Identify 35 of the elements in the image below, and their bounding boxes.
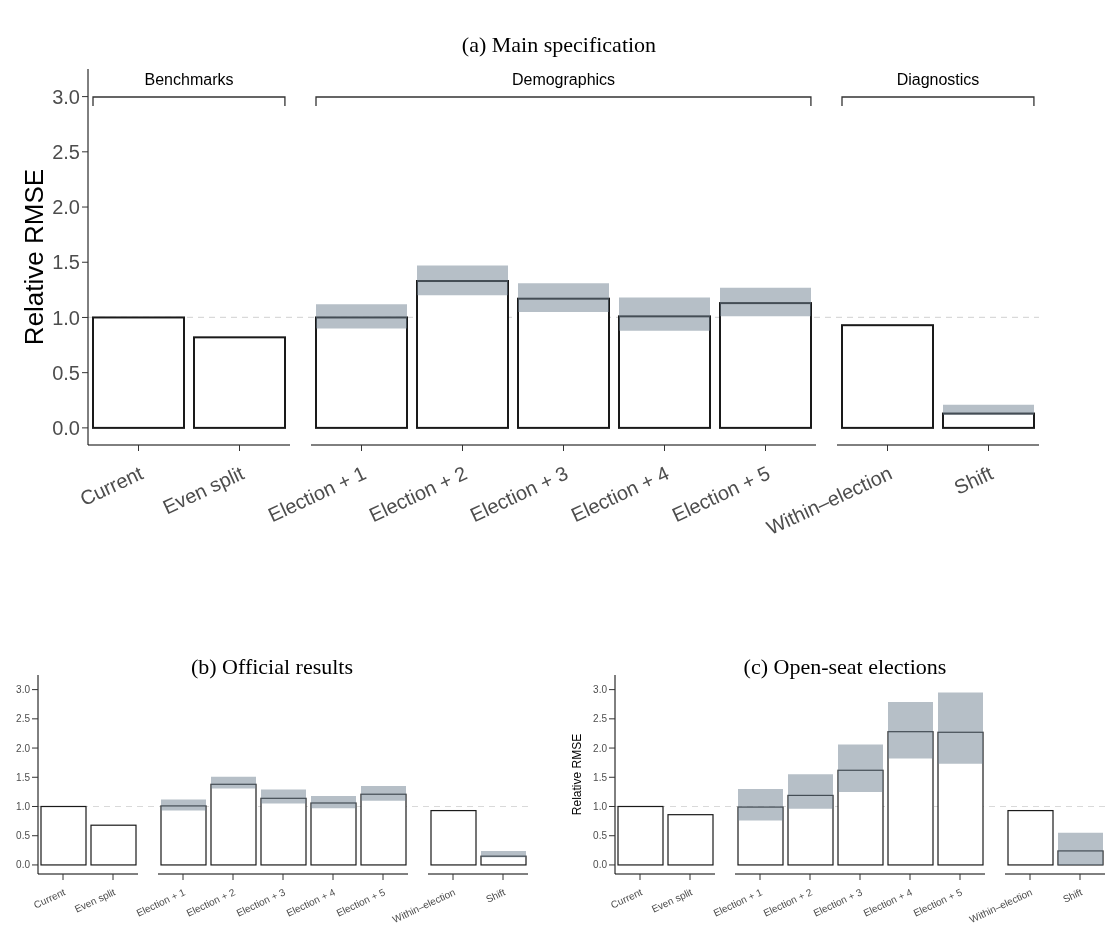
chart-title: (c) Open-seat elections: [742, 654, 948, 680]
annotation: Diagnostics: [895, 71, 981, 89]
x-tick-label: Even split: [72, 886, 118, 915]
y-tick-label: 3.0: [16, 684, 31, 696]
y-tick-label: 2.0: [593, 742, 608, 754]
y-tick-label: 0.5: [52, 361, 80, 384]
y-tick-label: 1.0: [52, 306, 80, 329]
y-tick-label: 1.5: [16, 771, 31, 783]
annotation: Benchmarks: [143, 71, 235, 89]
x-tick-label: Even split: [159, 461, 248, 519]
y-tick-label: 0.0: [16, 859, 31, 871]
x-tick-label: Shift: [950, 461, 997, 499]
y-tick-label: 2.0: [16, 742, 31, 754]
y-tick-label: 1.0: [593, 801, 608, 813]
y-axis-title: Relative RMSE: [570, 733, 585, 816]
y-tick-label: 0.5: [16, 830, 31, 842]
annotation: Demographics: [510, 71, 617, 89]
chart-title: (a) Main specification: [460, 32, 658, 58]
chart-title: (b) Official results: [189, 654, 355, 680]
y-tick-label: 1.0: [16, 801, 31, 813]
y-tick-label: 0.0: [593, 859, 608, 871]
y-tick-label: 2.5: [16, 713, 31, 725]
y-tick-label: 0.0: [52, 416, 80, 439]
y-tick-label: 2.5: [593, 713, 608, 725]
y-tick-label: 2.5: [52, 140, 80, 163]
y-tick-label: 3.0: [52, 85, 80, 108]
y-tick-label: 2.0: [52, 196, 80, 219]
y-axis-title: Relative RMSE: [19, 168, 50, 346]
y-tick-label: 1.5: [52, 251, 80, 274]
y-tick-label: 3.0: [593, 684, 608, 696]
x-tick-label: Even split: [649, 886, 695, 915]
x-tick-label: Shift: [484, 886, 508, 905]
y-tick-label: 0.5: [593, 830, 608, 842]
y-tick-label: 1.5: [593, 771, 608, 783]
x-tick-label: Shift: [1061, 886, 1085, 905]
